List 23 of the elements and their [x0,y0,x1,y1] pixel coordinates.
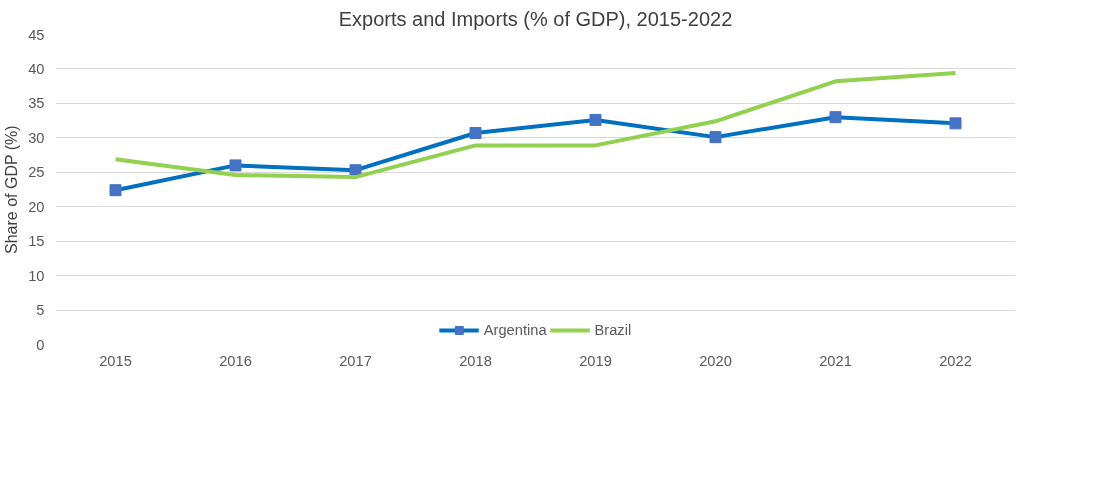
y-tick-label: 45 [28,26,45,43]
y-tick-label: 40 [28,60,45,77]
y-tick-label: 25 [28,164,45,181]
y-tick-label: 0 [36,336,45,353]
x-tick-label: 2022 [939,352,972,369]
y-tick-label: 30 [28,129,45,146]
y-tick-label: 10 [28,267,45,284]
y-tick-label: 20 [28,198,45,215]
x-tick-label: 2017 [339,352,372,369]
x-tick-label: 2019 [579,352,612,369]
x-tick-label: 2015 [99,352,132,369]
legend-label: Brazil [594,322,632,338]
y-tick-label: 5 [36,302,45,319]
y-axis-title: Share of GDP (%) [3,125,21,254]
legend-label: Argentina [483,322,547,338]
y-tick-label: 35 [28,95,45,112]
y-tick-label: 15 [28,233,45,250]
x-tick-label: 2018 [459,352,492,369]
x-tick-label: 2020 [699,352,732,369]
x-tick-label: 2021 [819,352,852,369]
x-tick-label: 2016 [219,352,252,369]
line-series [113,71,958,180]
chart-title: Exports and Imports (% of GDP), 2015-2022 [338,7,733,30]
